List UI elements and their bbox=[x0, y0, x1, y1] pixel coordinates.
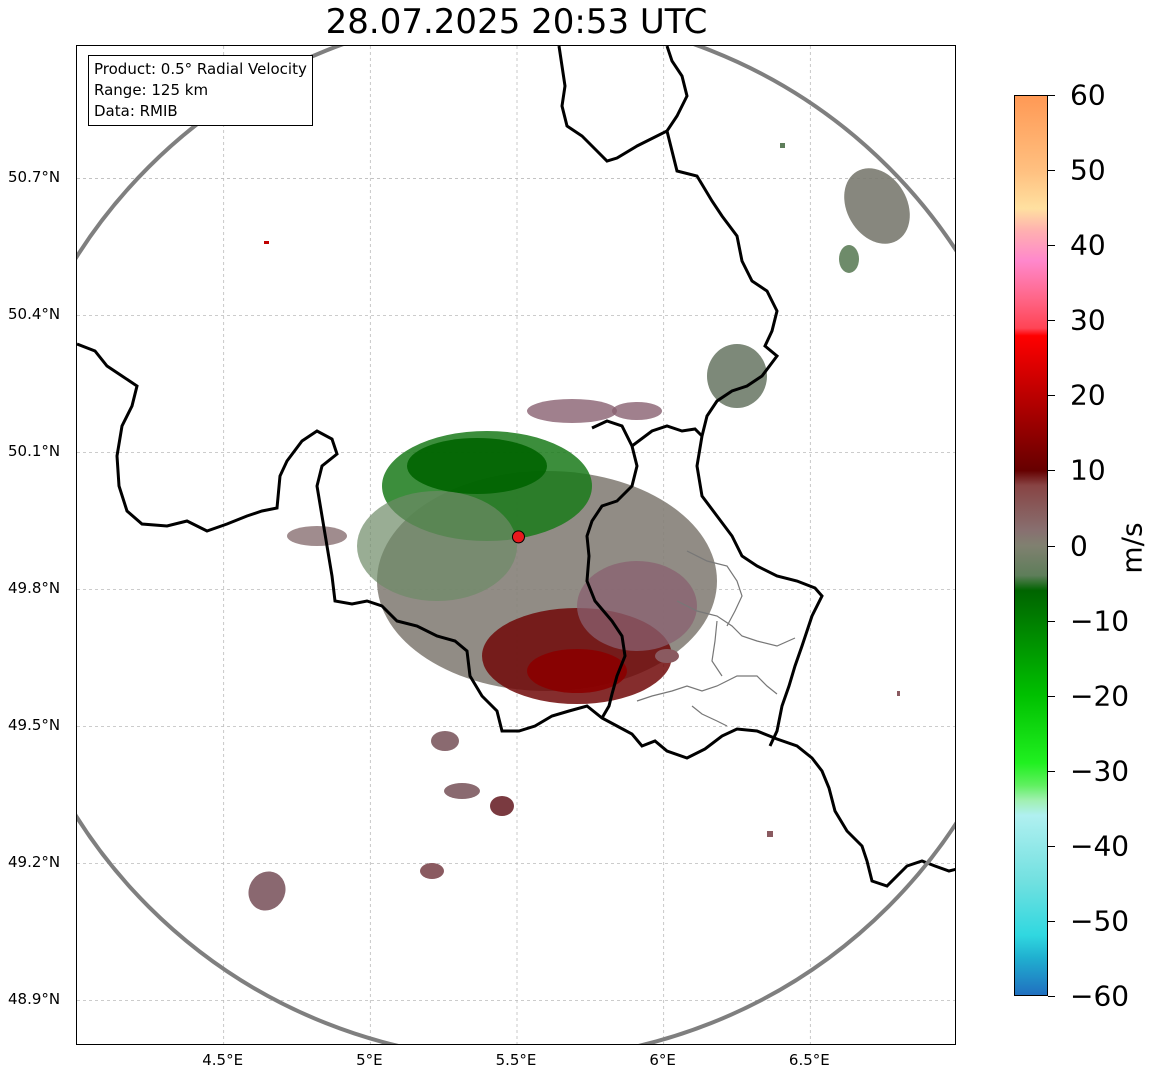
lon-tick-label: 6.5°E bbox=[788, 1051, 830, 1069]
info-range: Range: 125 km bbox=[94, 81, 209, 99]
country-borders bbox=[77, 46, 955, 888]
lat-tick-label: 50.7°N bbox=[8, 168, 61, 187]
lat-tick-label: 49.2°N bbox=[8, 853, 61, 872]
border-east bbox=[557, 46, 689, 163]
colorbar-tick-label: 40 bbox=[1070, 228, 1106, 262]
colorbar-tick-label: −30 bbox=[1070, 754, 1130, 788]
colorbar-tick-label: −60 bbox=[1070, 979, 1130, 1013]
echo-band-north-a bbox=[527, 399, 617, 423]
colorbar-tick-mark bbox=[1048, 95, 1055, 96]
echo-mauve-east bbox=[577, 561, 697, 651]
colorbar-tick-mark bbox=[1048, 996, 1055, 997]
echo-south-a bbox=[431, 731, 459, 751]
lat-tick-label: 49.8°N bbox=[8, 579, 61, 598]
colorbar-tick-label: 20 bbox=[1070, 378, 1106, 412]
echo-red-core bbox=[527, 649, 627, 693]
colorbar-tick-mark bbox=[1048, 770, 1055, 772]
echo-ne-edge-b bbox=[839, 245, 859, 273]
map-canvas[interactable] bbox=[77, 46, 956, 1045]
echo-west-cell bbox=[287, 526, 347, 546]
echo-sw-cell bbox=[248, 871, 286, 911]
border-lux-north bbox=[631, 424, 704, 448]
colorbar-tick-mark bbox=[1048, 170, 1055, 172]
border-lux-west bbox=[585, 419, 639, 719]
echo-se-cell bbox=[655, 649, 679, 663]
info-product: Product: 0.5° Radial Velocity bbox=[94, 60, 307, 78]
echo-speck-2 bbox=[767, 831, 773, 837]
echo-speck-4 bbox=[780, 143, 785, 148]
region-borders bbox=[636, 550, 796, 727]
lon-tick-label: 5.5°E bbox=[495, 1051, 537, 1069]
colorbar-tick-mark bbox=[1048, 695, 1055, 697]
lon-tick-label: 6°E bbox=[649, 1051, 676, 1069]
colorbar-tick-label: −40 bbox=[1070, 829, 1130, 863]
echo-ne-cell bbox=[707, 344, 767, 408]
radar-echoes bbox=[248, 143, 910, 911]
radar-map[interactable] bbox=[76, 45, 956, 1045]
info-data-source: Data: RMIB bbox=[94, 102, 178, 120]
border-west bbox=[77, 342, 955, 888]
colorbar-tick-mark bbox=[1048, 620, 1055, 622]
lon-tick-label: 5°E bbox=[356, 1051, 383, 1069]
colorbar-tick-mark bbox=[1048, 320, 1055, 322]
echo-south-d bbox=[420, 863, 444, 879]
colorbar-tick-label: 50 bbox=[1070, 153, 1106, 187]
echo-speck-3 bbox=[897, 691, 900, 696]
lat-tick-label: 50.1°N bbox=[8, 442, 61, 461]
lat-tick-label: 49.5°N bbox=[8, 716, 61, 735]
info-box: Product: 0.5° Radial Velocity Range: 125… bbox=[88, 55, 313, 126]
colorbar-tick-mark bbox=[1048, 395, 1055, 397]
lon-tick-label: 4.5°E bbox=[202, 1051, 244, 1069]
colorbar-tick-label: 30 bbox=[1070, 303, 1106, 337]
radar-site-marker[interactable] bbox=[511, 530, 525, 544]
colorbar-tick-mark bbox=[1048, 245, 1055, 247]
echo-south-c bbox=[490, 796, 514, 816]
echo-south-b bbox=[444, 783, 480, 799]
colorbar-tick-mark bbox=[1048, 545, 1055, 547]
colorbar-tick-label: 10 bbox=[1070, 453, 1106, 487]
map-title: 28.07.2025 20:53 UTC bbox=[325, 2, 708, 42]
echo-mid-green-gray bbox=[357, 491, 517, 601]
colorbar-title: m/s bbox=[1115, 522, 1149, 574]
colorbar-tick-mark bbox=[1048, 470, 1055, 472]
colorbar-tick-mark bbox=[1048, 845, 1055, 847]
colorbar-tick-label: 60 bbox=[1070, 78, 1106, 112]
lat-tick-label: 48.9°N bbox=[8, 990, 61, 1009]
echo-green-dark bbox=[407, 438, 547, 494]
colorbar-tick-label: −50 bbox=[1070, 904, 1130, 938]
colorbar-tick-mark bbox=[1048, 920, 1055, 922]
colorbar-tick-label: 0 bbox=[1070, 529, 1088, 562]
echo-speck-1 bbox=[264, 241, 269, 244]
colorbar-tick-label: −20 bbox=[1070, 679, 1130, 713]
border-lux-east bbox=[665, 130, 824, 747]
colorbar bbox=[1014, 95, 1048, 996]
colorbar-tick-label: −10 bbox=[1070, 604, 1130, 638]
echo-band-north-b bbox=[612, 402, 662, 420]
lat-tick-label: 50.4°N bbox=[8, 305, 61, 324]
echo-ne-edge-a bbox=[844, 168, 910, 244]
